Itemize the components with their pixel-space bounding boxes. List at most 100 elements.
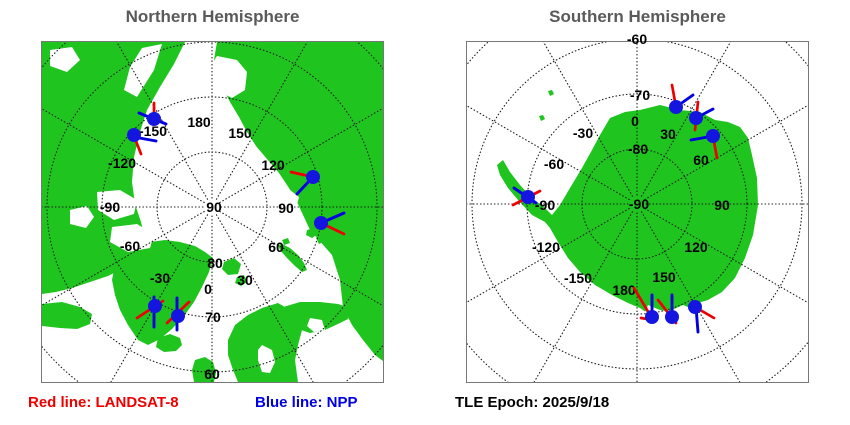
landmass [278,244,307,272]
southern-map-labels: -60 -70 -80 -90 0 30 60 90 120 150 180 -30 -60 -90 -12… [467,32,808,382]
meridian-line [215,42,308,200]
satellite-position-dot [645,310,659,324]
water-body [110,224,154,252]
graticule-label: 90 [714,197,730,213]
meridian-line [110,214,209,382]
landmass [192,357,216,382]
graticule-label: -60 [626,31,648,47]
water-body [258,345,275,373]
graticule-label: -120 [107,155,137,171]
landmass [235,275,247,286]
satellite-position-dot [688,300,702,314]
southern-map-markers [511,83,720,334]
graticule-label: 180 [187,114,211,130]
graticule-label: -60 [543,156,565,172]
satellite-position-dot [689,111,703,125]
graticule-label: -90 [628,196,650,212]
graticule-label: -30 [149,270,171,286]
legend-npp-label: Blue line: NPP [255,394,358,411]
graticule-label: 80 [207,255,223,271]
landmass [228,303,302,382]
meridian-line [640,42,732,197]
graticule-label: -120 [531,239,561,255]
water-body [124,44,162,97]
meridian-line [644,104,808,201]
landmass [280,302,350,333]
graticule-label: 180 [612,282,636,298]
legend-landsat8-label: Red line: LANDSAT-8 [28,394,179,411]
graticule-label: 150 [228,125,252,141]
graticule-label: -90 [99,199,121,215]
satellite-position-dot [706,129,720,143]
meridian-line [644,207,808,304]
graticule-label: -90 [534,197,556,213]
water-body [50,47,80,72]
meridian-line [533,211,634,382]
graticule-label: 90 [206,199,222,215]
graticule-label: 60 [268,239,284,255]
graticule-label: -60 [119,238,141,254]
landmass [282,238,290,245]
tle-epoch-label: TLE Epoch: 2025/9/18 [455,394,610,411]
landmass [42,42,185,294]
graticule-label: 90 [278,200,294,216]
satellite-position-dot [306,170,320,184]
satellite-position-dot [127,128,141,142]
satellite-position-dot [171,309,185,323]
meridian-line [467,105,630,201]
northern-map-labels: 180 150 -150 120 -120 90 -90 90 60 -60 30 -30 0 80 70 6… [42,42,383,382]
meridian-line [542,42,634,197]
landmass [539,115,545,121]
graticule-label: 120 [684,239,708,255]
graticule-label: 60 [204,366,220,382]
southern-hemisphere-map: -60 -70 -80 -90 0 30 60 90 120 150 180 -30 -60 -90 -12… [466,32,809,383]
southern-hemisphere-title: Southern Hemisphere [549,7,726,26]
meridian-line [42,108,205,204]
northern-hemisphere-title: Northern Hemisphere [125,7,300,26]
water-body [97,190,137,220]
landmass [548,90,554,96]
meridian-line [467,207,630,303]
satellite-position-dot [314,216,328,230]
water-body [307,318,325,332]
satellite-position-dot [147,112,161,126]
satellite-position-dot [669,100,683,114]
meridian-line [219,107,383,204]
water-body [70,206,94,228]
meridian-line [42,210,205,306]
graticule-label: -80 [627,141,649,157]
legend-bar: Red line: LANDSAT-8 Blue line: NPP TLE E… [0,394,850,414]
landmass [222,258,241,275]
graticule-label: -70 [629,87,651,103]
graticule-label: 0 [631,113,639,129]
graticule-label: 30 [660,126,676,142]
graticule-label: 120 [261,157,285,173]
northern-hemisphere-map: 180 150 -150 120 -120 90 -90 90 60 -60 30 -30 0 80 70 6… [41,41,384,383]
meridian-line [219,210,383,307]
landmass [156,334,182,352]
graticule-label: 70 [205,309,221,325]
graticule-label: -150 [563,270,593,286]
landmass [316,236,325,244]
landmass [306,228,318,238]
graticule-label: 0 [204,281,212,297]
landsat8-track-segment [632,286,652,317]
water-body [212,56,247,98]
meridian-line [215,214,314,382]
graticule-label: 60 [693,152,709,168]
landmass [497,105,758,315]
water-body [275,190,299,207]
graticule-label: 150 [652,269,676,285]
graticule-label: 30 [237,272,253,288]
latitude-ring [46,42,378,373]
satellite-position-dot [521,190,535,204]
meridian-line [116,42,209,200]
southern-map-svg [467,42,808,382]
landmass [42,302,92,329]
satellite-position-dot [665,310,679,324]
graticule-label: -30 [572,125,594,141]
satellite-position-dot [148,299,162,313]
latitude-ring [471,42,803,370]
graticule-label: -150 [138,123,168,139]
